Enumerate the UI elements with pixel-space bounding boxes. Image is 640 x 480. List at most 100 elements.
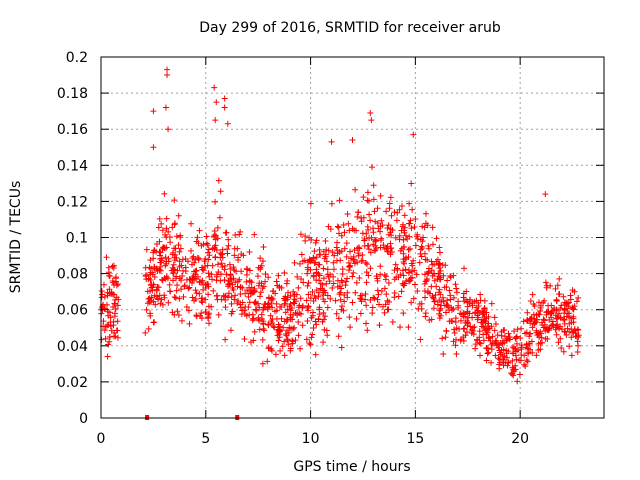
data-point [344, 294, 351, 301]
data-point [181, 282, 188, 289]
data-point [150, 255, 157, 262]
data-point [389, 319, 396, 326]
data-point [266, 295, 273, 302]
data-point [485, 349, 492, 356]
data-point [243, 265, 250, 272]
data-point [334, 239, 341, 246]
data-point [385, 231, 392, 238]
data-point [178, 277, 185, 284]
data-point [215, 269, 222, 276]
data-point [232, 292, 239, 299]
y-tick-label: 0 [79, 411, 88, 427]
data-point [213, 293, 220, 300]
data-point [294, 273, 301, 280]
data-point [287, 314, 294, 321]
data-point [330, 280, 337, 287]
data-point [304, 264, 311, 271]
data-point [410, 257, 417, 264]
data-point [102, 335, 109, 342]
data-point [472, 345, 479, 352]
data-point [371, 236, 378, 243]
data-point [485, 335, 492, 342]
data-point [179, 256, 186, 263]
data-point [183, 304, 190, 311]
y-tick-label: 0.08 [57, 267, 88, 283]
data-point [213, 99, 220, 106]
data-point [364, 261, 371, 268]
data-point [421, 271, 428, 278]
y-tick-label: 0.02 [57, 375, 88, 391]
data-point [196, 290, 203, 297]
data-point [110, 262, 117, 269]
data-point [421, 224, 428, 231]
data-point [436, 297, 443, 304]
data-point [343, 240, 350, 247]
data-point [556, 325, 563, 332]
data-point [421, 280, 428, 287]
data-point [153, 287, 160, 294]
data-point [256, 326, 263, 333]
data-point [514, 347, 521, 354]
data-point [227, 327, 234, 334]
data-point [165, 228, 172, 235]
data-point [257, 266, 264, 273]
data-point [231, 252, 238, 259]
data-point [347, 248, 354, 255]
data-point [182, 264, 189, 271]
data-point [367, 249, 374, 256]
data-point [239, 307, 246, 314]
data-point [329, 249, 336, 256]
data-point [215, 177, 222, 184]
data-point [106, 286, 113, 293]
data-point [243, 271, 250, 278]
data-point [260, 244, 267, 251]
data-point [310, 273, 317, 280]
data-point [343, 253, 350, 260]
data-point [218, 260, 225, 267]
data-point [104, 353, 111, 360]
data-point [206, 273, 213, 280]
data-point [294, 311, 301, 318]
data-point [222, 229, 229, 236]
data-point [374, 220, 381, 227]
data-point [175, 242, 182, 249]
data-point [421, 250, 428, 257]
data-point [536, 299, 543, 306]
data-point [194, 254, 201, 261]
data-point [254, 273, 261, 280]
data-point [447, 273, 454, 280]
data-point [392, 234, 399, 241]
data-point [323, 258, 330, 265]
data-point [320, 339, 327, 346]
data-point [362, 290, 369, 297]
data-point [291, 293, 298, 300]
data-point [359, 251, 366, 258]
data-point [237, 284, 244, 291]
data-point [321, 298, 328, 305]
data-point [377, 228, 384, 235]
data-point [238, 268, 245, 275]
data-point [293, 291, 300, 298]
data-point [333, 310, 340, 317]
data-point [150, 108, 157, 115]
data-point [440, 298, 447, 305]
data-point [316, 261, 323, 268]
data-point [213, 273, 220, 280]
data-point [188, 247, 195, 254]
data-point [267, 312, 274, 319]
data-point [365, 272, 372, 279]
data-point [257, 289, 264, 296]
data-point [288, 305, 295, 312]
data-point [106, 273, 113, 280]
data-point [324, 332, 331, 339]
data-point [340, 222, 347, 229]
data-point [180, 293, 187, 300]
data-point [225, 290, 232, 297]
data-point [283, 318, 290, 325]
data-point [100, 281, 107, 288]
y-tick-label: 0.1 [66, 231, 88, 247]
data-point [308, 257, 315, 264]
data-point [377, 192, 384, 199]
data-point [401, 224, 408, 231]
